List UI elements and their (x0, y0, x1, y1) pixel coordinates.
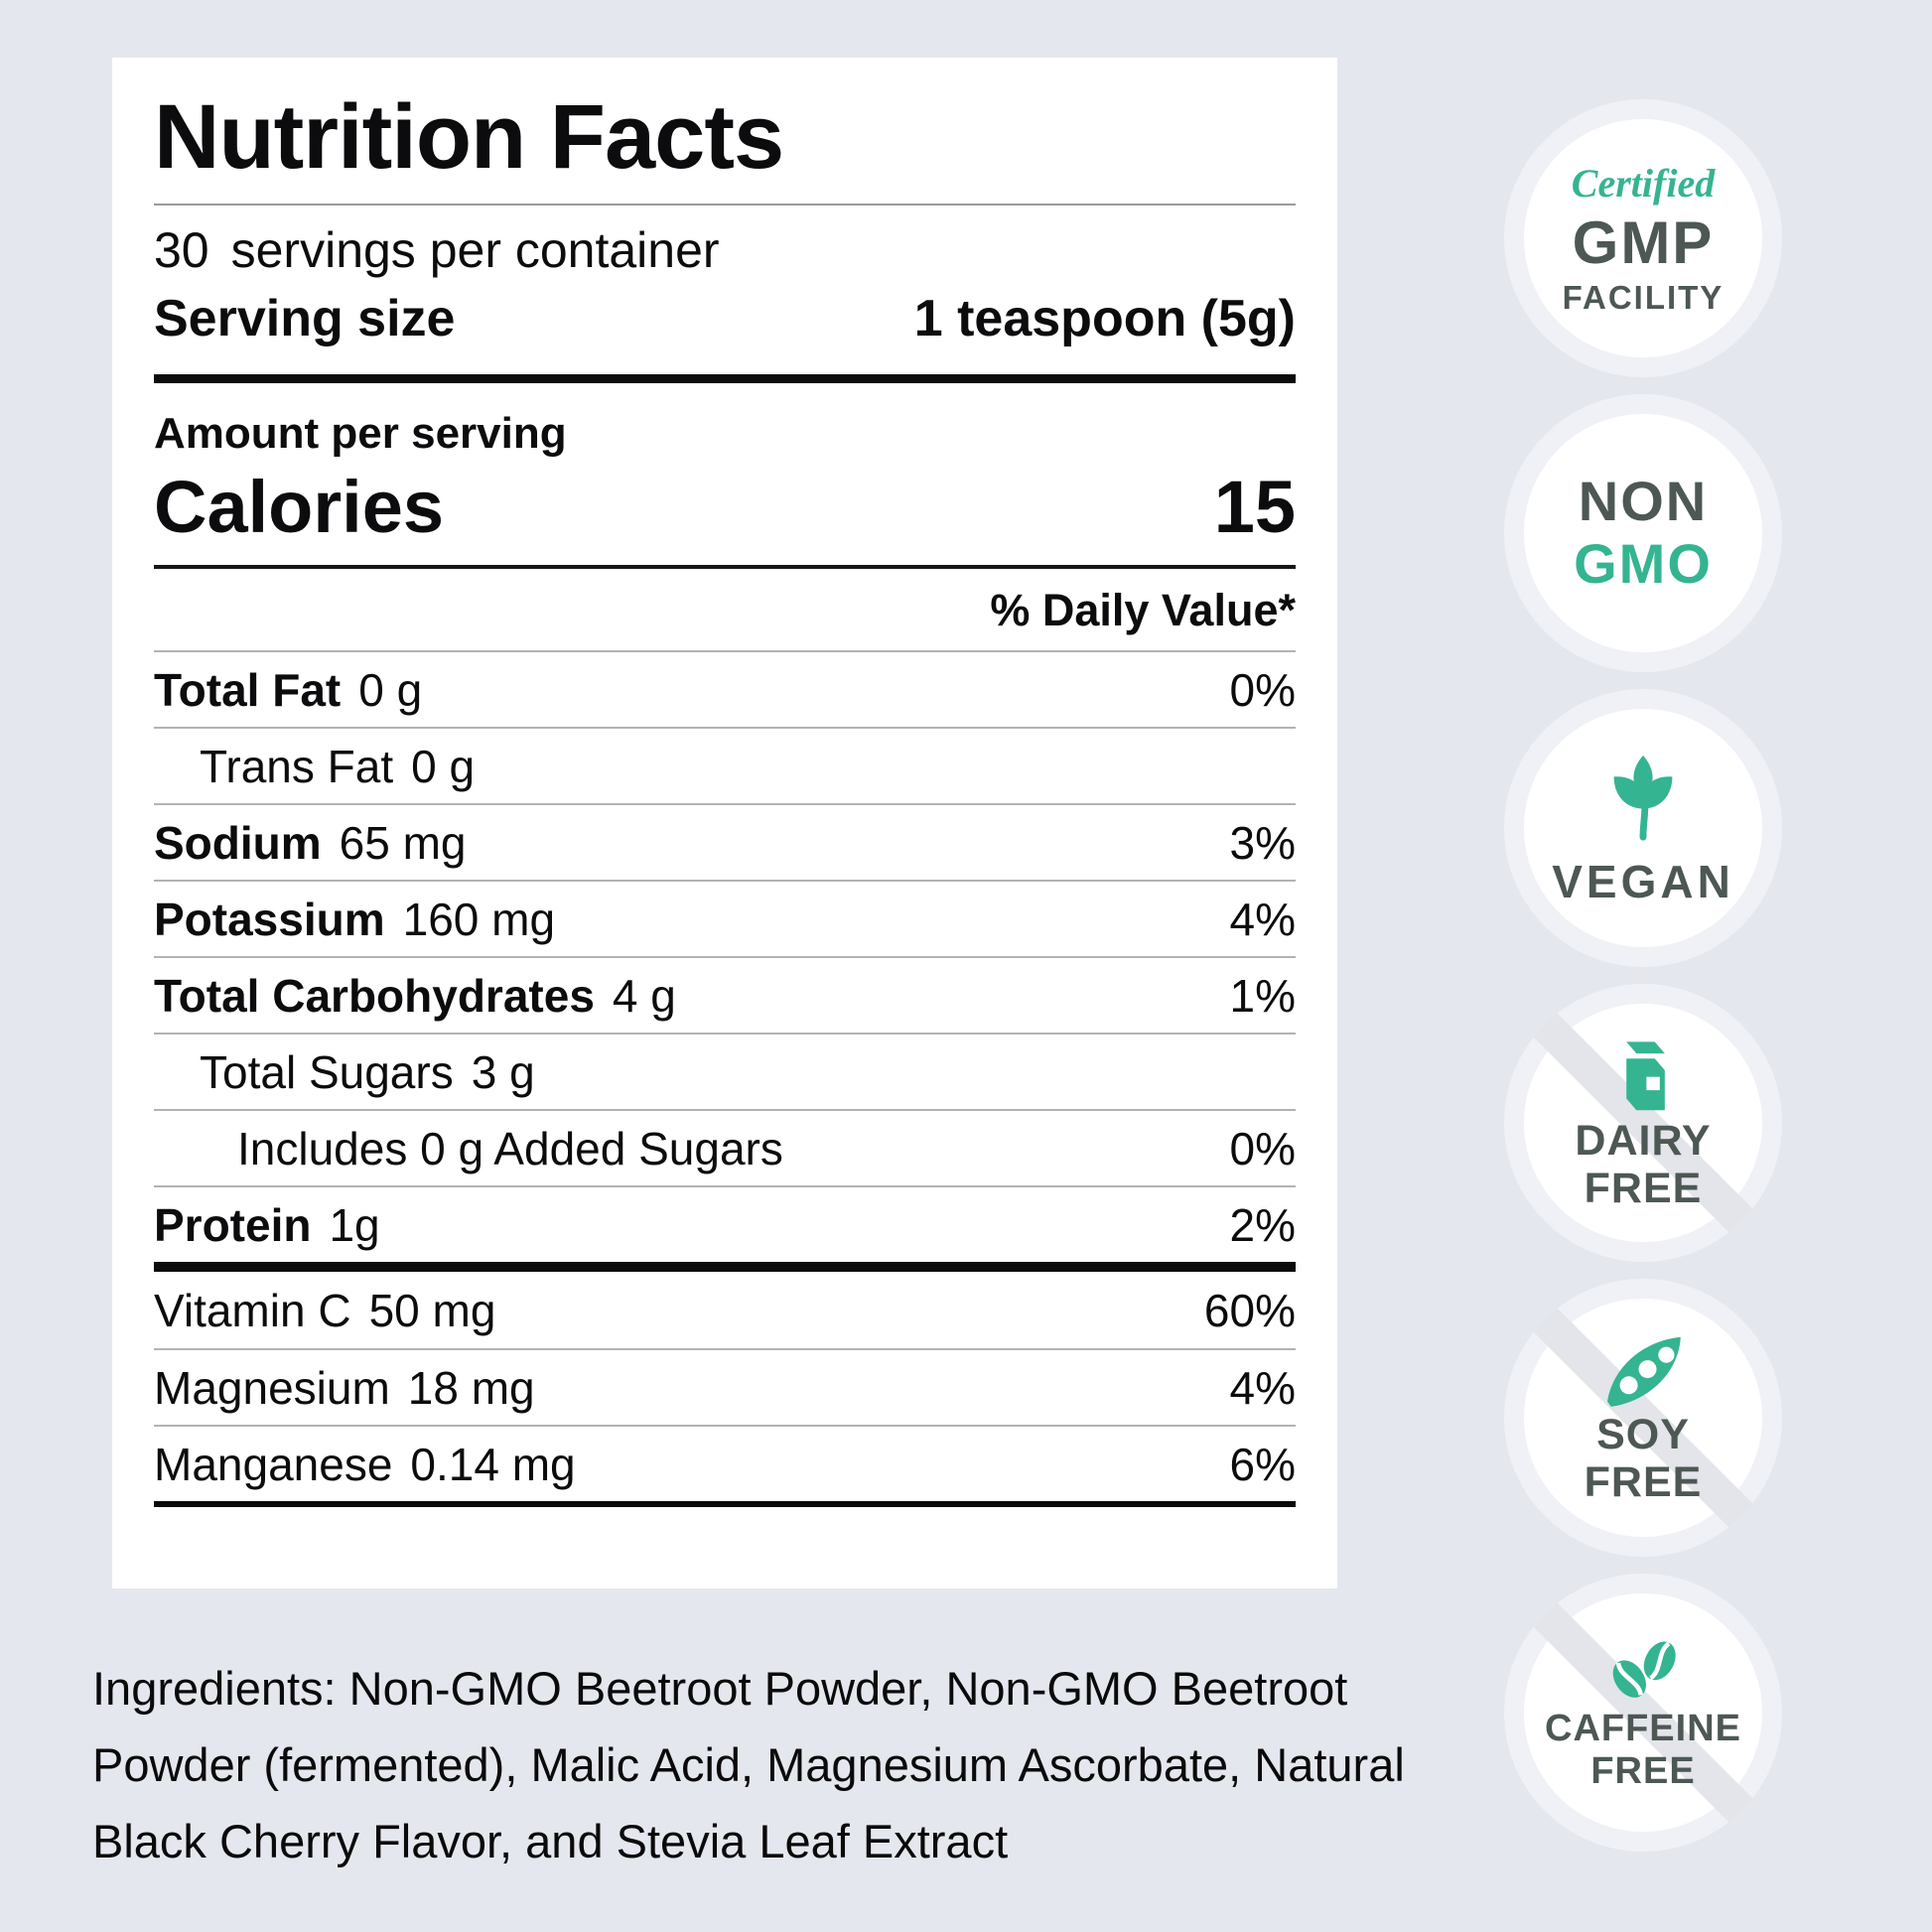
nutrient-amount: 50 mg (368, 1284, 496, 1336)
table-row: Includes 0 g Added Sugars 0% (154, 1109, 1296, 1185)
badge-certified-gmp: Certified GMP FACILITY (1504, 99, 1782, 377)
table-row: Manganese 0.14 mg 6% (154, 1425, 1296, 1501)
badge-free-word: FREE (1590, 1750, 1696, 1792)
badge-caffeine-free: CAFFEINE FREE (1504, 1574, 1782, 1852)
micronutrient-rows: Vitamin C 50 mg 60% Magnesium 18 mg 4% M… (154, 1272, 1296, 1501)
daily-value-header: % Daily Value* (990, 585, 1296, 635)
table-row: Trans Fat 0 g (154, 727, 1296, 803)
nutrient-amount: 160 mg (402, 893, 556, 945)
nutrient-name: Sodium (154, 816, 322, 869)
badge-non-gmo: NON GMO (1504, 394, 1782, 672)
nutrient-dv: 0% (1229, 663, 1296, 716)
nutrient-dv: 2% (1229, 1198, 1296, 1251)
nutrient-dv: 0% (1229, 1122, 1296, 1174)
soy-pod-icon (1598, 1329, 1688, 1411)
calories-label: Calories (154, 466, 445, 548)
nutrient-amount: 65 mg (339, 816, 467, 869)
nutrition-facts-panel: Nutrition Facts 30 servings per containe… (112, 58, 1337, 1588)
badge-facility-word: FACILITY (1562, 279, 1725, 316)
table-row: Total Fat 0 g 0% (154, 650, 1296, 727)
nutrient-dv: 4% (1229, 893, 1296, 945)
nutrient-name: Manganese (154, 1438, 393, 1490)
nutrient-name: Potassium (154, 893, 385, 945)
table-row: Total Sugars 3 g (154, 1033, 1296, 1109)
table-row: Total Carbohydrates 4 g 1% (154, 956, 1296, 1033)
badge-gmo-word: GMO (1574, 532, 1713, 595)
badge-non-word: NON (1578, 470, 1709, 533)
nutrient-amount: 0 g (411, 740, 476, 792)
nutrient-dv: 4% (1229, 1361, 1296, 1414)
servings-per-container: 30 servings per container (154, 221, 1296, 279)
milk-carton-icon (1601, 1034, 1685, 1117)
badge-vegan: VEGAN (1504, 689, 1782, 967)
nutrient-amount: 18 mg (407, 1361, 535, 1414)
nutrient-dv: 6% (1229, 1438, 1296, 1490)
nutrient-amount: 0 g (358, 663, 423, 716)
table-row: Sodium 65 mg 3% (154, 803, 1296, 880)
title-divider (154, 204, 1296, 206)
badge-gmp-word: GMP (1572, 209, 1715, 276)
nutrient-name: Protein (154, 1198, 312, 1251)
label-title: Nutrition Facts (154, 86, 784, 188)
nutrient-dv: 60% (1203, 1284, 1296, 1336)
nutrient-dv: 1% (1229, 969, 1296, 1022)
sprout-leaves-icon (1594, 748, 1692, 845)
table-row: Magnesium 18 mg 4% (154, 1348, 1296, 1425)
ingredients-text: Ingredients: Non-GMO Beetroot Powder, No… (92, 1662, 1405, 1867)
nutrient-name: Vitamin C (154, 1284, 351, 1336)
amount-per-serving-label: Amount per serving (154, 409, 567, 458)
nutrient-amount: 4 g (612, 969, 676, 1022)
nutrient-name: Includes 0 g Added Sugars (237, 1122, 783, 1174)
nutrient-amount: 0.14 mg (410, 1438, 576, 1490)
badge-dairy-free: DAIRY FREE (1504, 984, 1782, 1262)
badge-caffeine-word: CAFFEINE (1545, 1708, 1741, 1750)
nutrient-name: Total Sugars (200, 1045, 454, 1098)
nutrient-name: Total Fat (154, 663, 342, 716)
coffee-beans-icon (1597, 1632, 1689, 1708)
servings-text: servings per container (230, 222, 720, 278)
badge-circle (1524, 119, 1762, 357)
nutrient-rows: Total Fat 0 g 0% Trans Fat 0 g Sodium 65… (154, 650, 1296, 1262)
calories-row: Calories 15 (154, 465, 1296, 549)
serving-size-row: Serving size 1 teaspoon (5g) (154, 289, 1296, 348)
badge-free-word: FREE (1584, 1458, 1703, 1506)
calories-value: 15 (1213, 466, 1296, 548)
table-row: Vitamin C 50 mg 60% (154, 1272, 1296, 1348)
calories-divider (154, 565, 1296, 569)
serving-size-label: Serving size (154, 290, 456, 347)
badge-soy-free: SOY FREE (1504, 1279, 1782, 1557)
nutrient-name: Total Carbohydrates (154, 969, 595, 1022)
nutrient-amount: 1g (329, 1198, 380, 1251)
serving-size-value: 1 teaspoon (5g) (913, 290, 1296, 347)
thick-divider-middle (154, 1262, 1296, 1272)
nutrient-name: Magnesium (154, 1361, 390, 1414)
badge-circle (1524, 414, 1762, 652)
badge-vegan-word: VEGAN (1552, 856, 1734, 907)
thick-divider-bottom (154, 1501, 1296, 1507)
servings-count: 30 (154, 222, 209, 278)
nutrient-name: Trans Fat (200, 740, 394, 792)
badge-soy-word: SOY (1596, 1410, 1690, 1458)
nutrient-dv: 3% (1229, 816, 1296, 869)
badge-certified-word: Certified (1571, 161, 1716, 206)
thick-divider-top (154, 374, 1296, 383)
table-row: Potassium 160 mg 4% (154, 880, 1296, 956)
badge-free-word: FREE (1584, 1165, 1703, 1212)
table-row: Protein 1g 2% (154, 1185, 1296, 1262)
badge-dairy-word: DAIRY (1575, 1116, 1712, 1165)
nutrient-amount: 3 g (471, 1045, 535, 1098)
